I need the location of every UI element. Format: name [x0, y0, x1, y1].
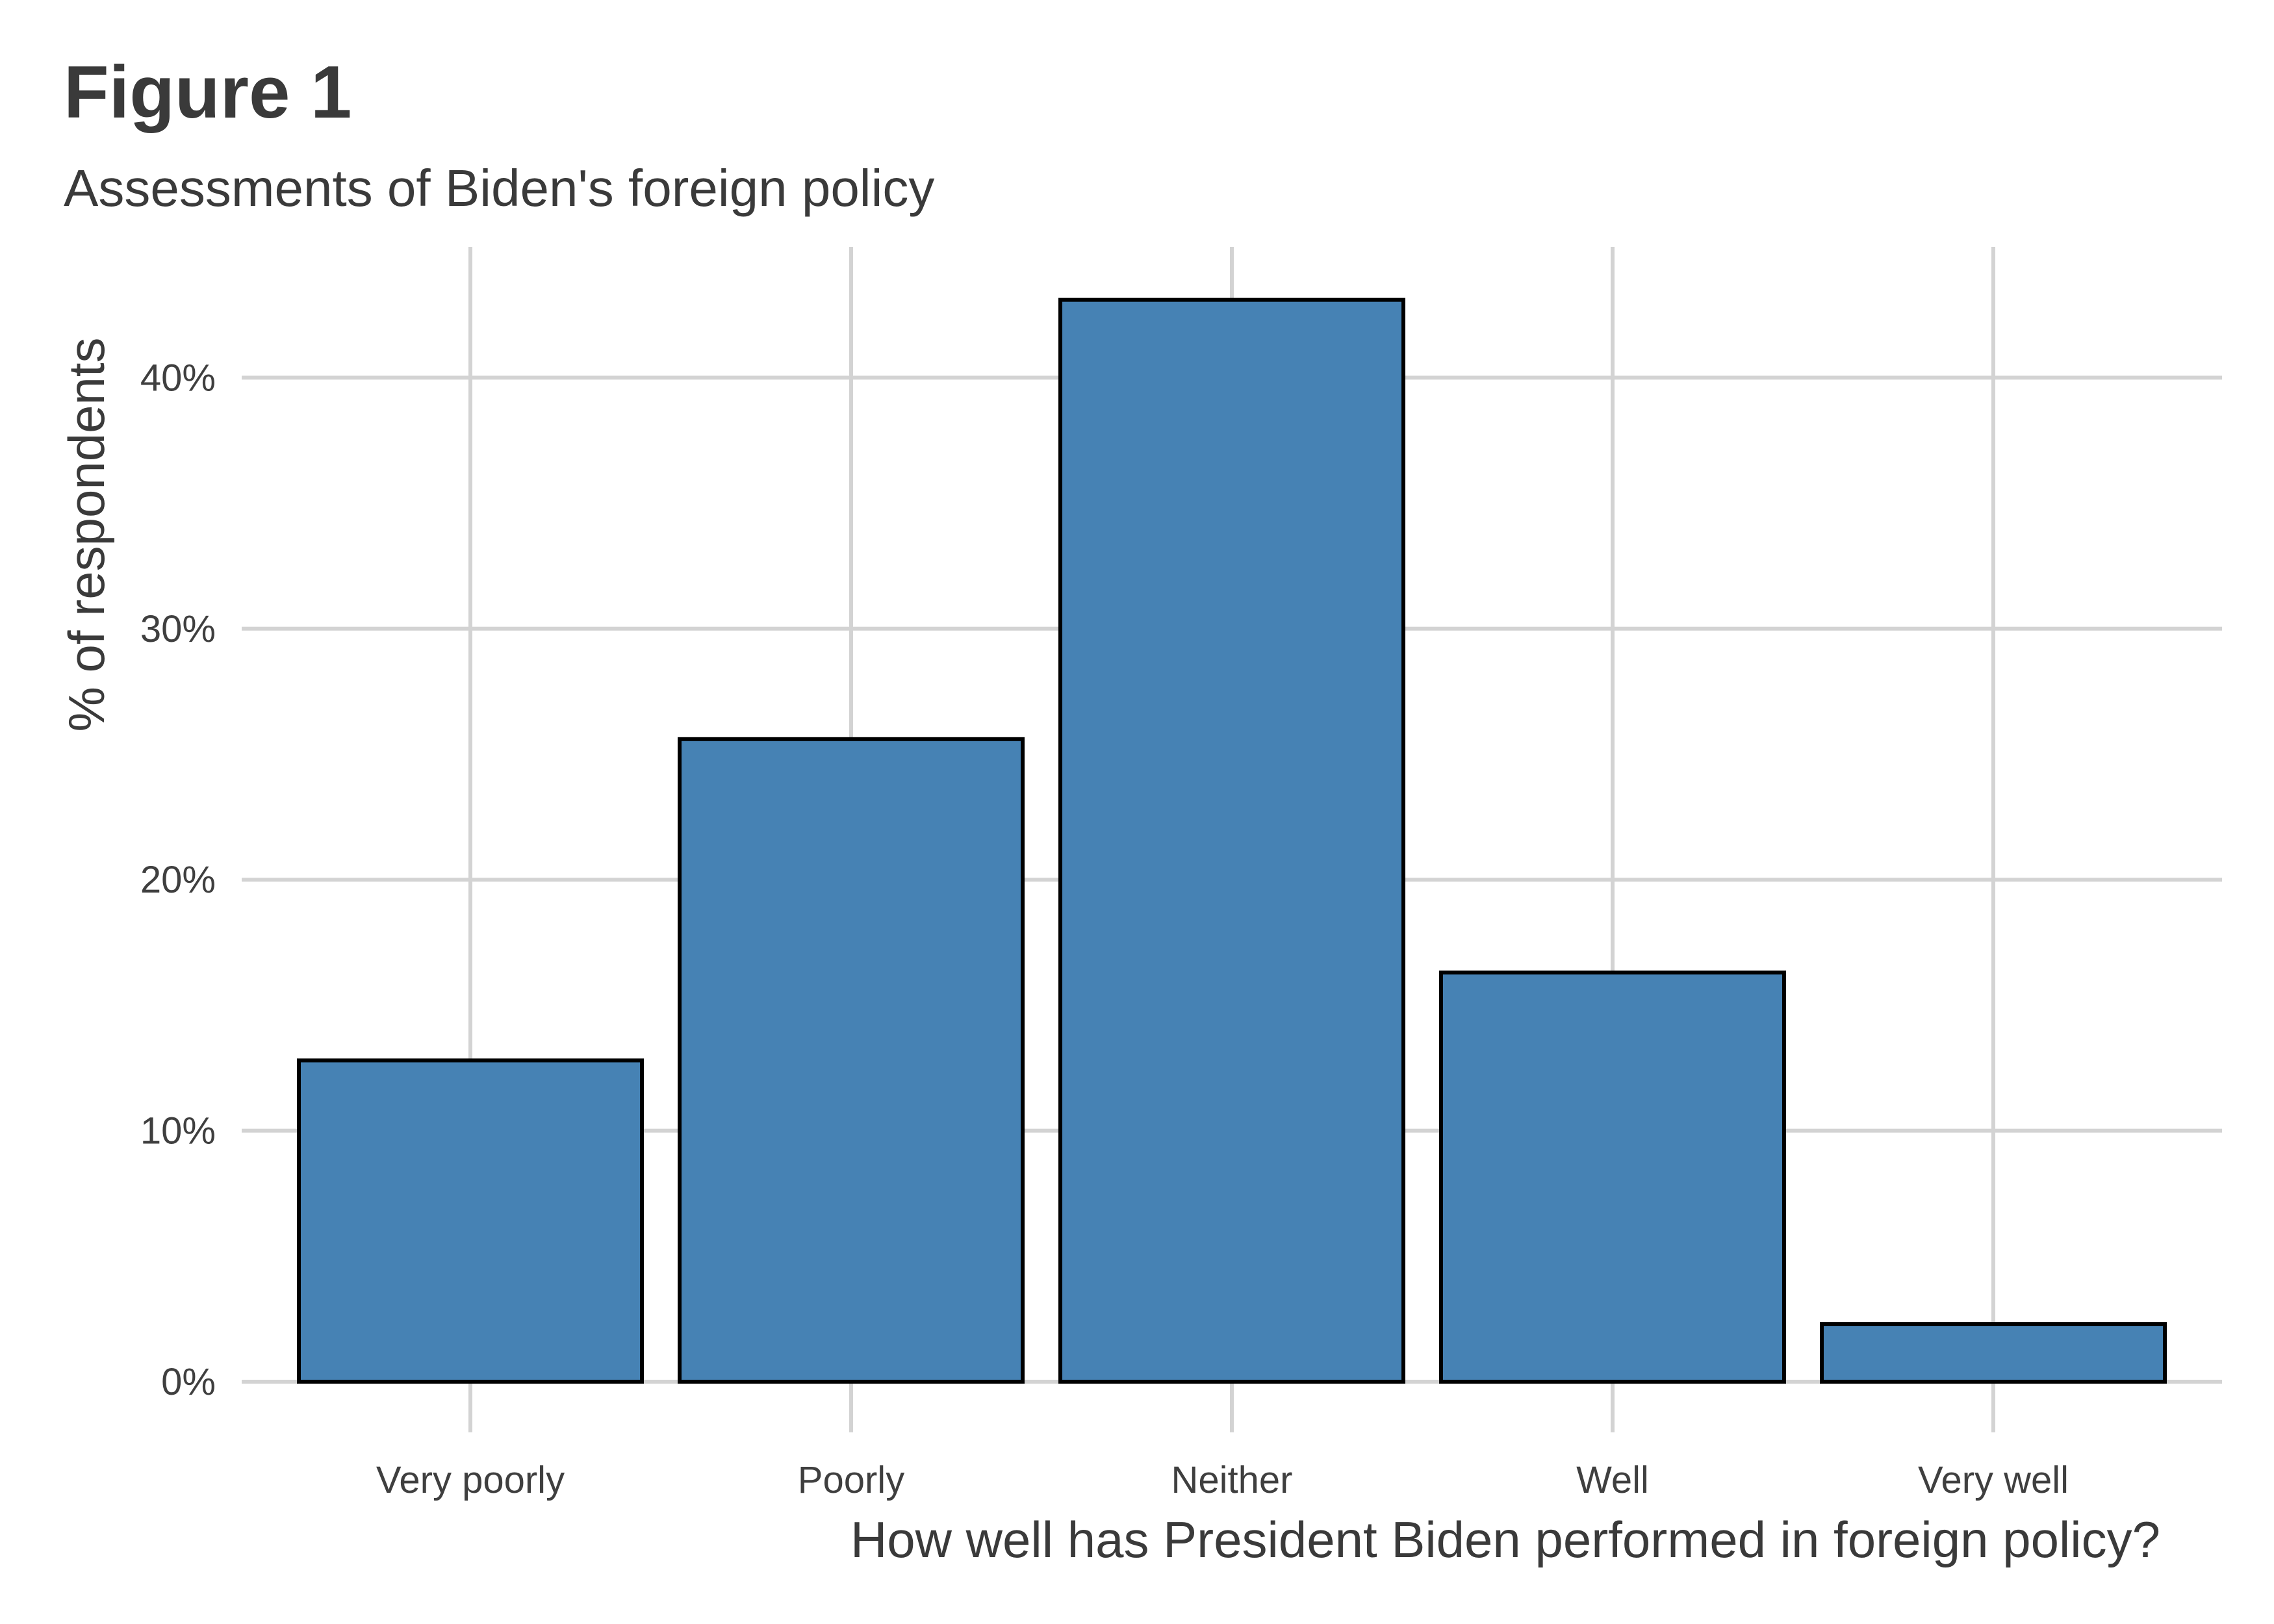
bar-well: [1439, 971, 1786, 1384]
x-tick-label: Poorly: [798, 1459, 904, 1501]
y-tick-label: 20%: [140, 859, 216, 901]
bars: [297, 298, 2167, 1384]
x-tick-label: Neither: [1171, 1459, 1293, 1501]
bar-very-poorly: [297, 1058, 644, 1384]
x-tick-labels: Very poorly Poorly Neither Well Very well: [376, 1459, 2069, 1501]
chart-subtitle: Assessments of Biden's foreign policy: [64, 159, 935, 217]
bar-poorly: [678, 737, 1025, 1384]
y-tick-label: 30%: [140, 608, 216, 650]
y-tick-label: 10%: [140, 1110, 216, 1152]
x-tick-label: Very well: [1918, 1459, 2069, 1501]
chart-title: Figure 1: [64, 51, 352, 134]
y-tick-label: 40%: [140, 357, 216, 399]
x-tick-label: Very poorly: [376, 1459, 565, 1501]
x-tick-label: Well: [1576, 1459, 1649, 1501]
y-axis-label: % of respondents: [58, 337, 115, 731]
bar-very-well: [1820, 1322, 2167, 1384]
x-axis-label: How well has President Biden performed i…: [850, 1511, 2160, 1568]
y-tick-label: 0%: [161, 1361, 216, 1403]
bar-neither: [1058, 298, 1405, 1384]
y-tick-labels: 0% 10% 20% 30% 40%: [140, 357, 216, 1403]
